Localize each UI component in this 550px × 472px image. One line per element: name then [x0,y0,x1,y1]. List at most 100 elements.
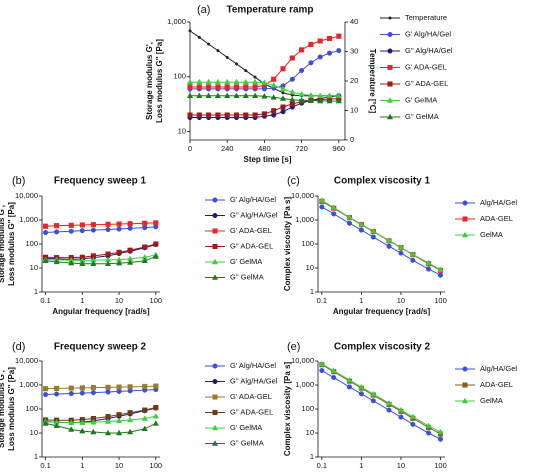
marker [358,221,365,227]
marker [261,92,268,99]
marker [141,425,148,432]
marker [233,78,240,85]
series-line [321,363,441,433]
marker [326,35,333,42]
marker [243,112,249,118]
marker [187,84,193,90]
x-tick-label: 480 [258,144,271,153]
marker [385,237,393,243]
marker [335,97,342,104]
marker [299,47,305,53]
x-tick-label: 960 [333,144,346,153]
marker [317,38,323,44]
marker [127,221,133,227]
legend-label: G' GelMA [230,257,262,266]
legend-label: G' ADA-GEL [405,62,447,71]
series-line [45,385,156,390]
marker [68,259,75,266]
marker [115,417,123,424]
marker [214,78,222,85]
marker [270,94,277,100]
marker [398,414,404,420]
marker [188,29,192,33]
marker [398,250,404,256]
y-axis-label: Storage modulus G', [0,370,6,448]
marker [142,244,148,250]
x-tick-label: 1 [80,296,84,305]
marker [252,112,258,118]
marker [330,367,337,374]
marker [79,390,85,396]
marker [152,253,159,259]
marker [215,112,221,118]
y-axis-label: Loss modulus G'' [Pa] [155,39,164,123]
series-line [45,222,156,227]
marker [397,244,405,250]
marker [54,229,60,235]
marker [211,274,219,280]
legend-label: G'' ADA-GEL [405,79,448,88]
marker [346,384,353,390]
marker [330,204,337,210]
y2-tick-label: 30 [350,46,358,55]
marker [386,113,394,120]
marker [211,258,219,265]
marker [289,55,295,61]
marker [346,213,353,220]
marker [79,222,85,228]
marker [105,384,111,390]
marker [153,220,159,226]
marker [214,92,222,98]
legend-label: GelMA [480,230,503,239]
marker [331,374,337,381]
legend-label: G' Alg/HA/Gel [230,361,276,370]
marker [461,397,469,404]
marker [116,412,122,418]
marker [318,197,325,203]
legend-label: G'' GelMA [230,438,264,447]
marker [234,62,239,66]
marker [54,223,60,229]
marker [437,436,444,442]
marker [298,90,305,97]
marker [68,419,75,425]
marker [387,48,393,54]
marker [279,85,287,92]
y-tick-label: 100 [301,404,314,413]
marker [79,228,85,234]
marker [216,49,220,53]
marker [115,259,123,266]
x-tick-label: 1 [359,461,363,470]
chart-title: Frequency sweep 2 [54,342,147,353]
series-line [45,407,156,421]
marker [79,260,86,267]
marker [410,257,416,263]
series-line [45,243,156,259]
legend-label: G' GelMA [230,423,262,432]
marker [426,266,432,272]
marker [212,409,218,416]
marker [104,260,112,267]
y-tick-label: 10 [178,127,186,136]
marker [336,33,342,39]
series-line [45,226,156,234]
y2-tick-label: 0 [350,135,354,144]
marker [317,97,324,104]
marker [386,407,392,413]
y-axis-label: Loss modulus G'' [Pa] [7,202,16,286]
marker [127,225,133,231]
marker [152,412,159,419]
marker [186,78,194,85]
marker [409,413,416,420]
marker [127,384,133,390]
marker [116,384,122,390]
marker [386,97,394,103]
marker [397,406,405,413]
marker [253,75,257,79]
series-line [45,244,156,260]
marker [205,92,212,98]
y-axis-label: Storage modulus G', [145,42,154,120]
marker [242,78,249,85]
marker [289,101,295,107]
marker [212,212,218,219]
